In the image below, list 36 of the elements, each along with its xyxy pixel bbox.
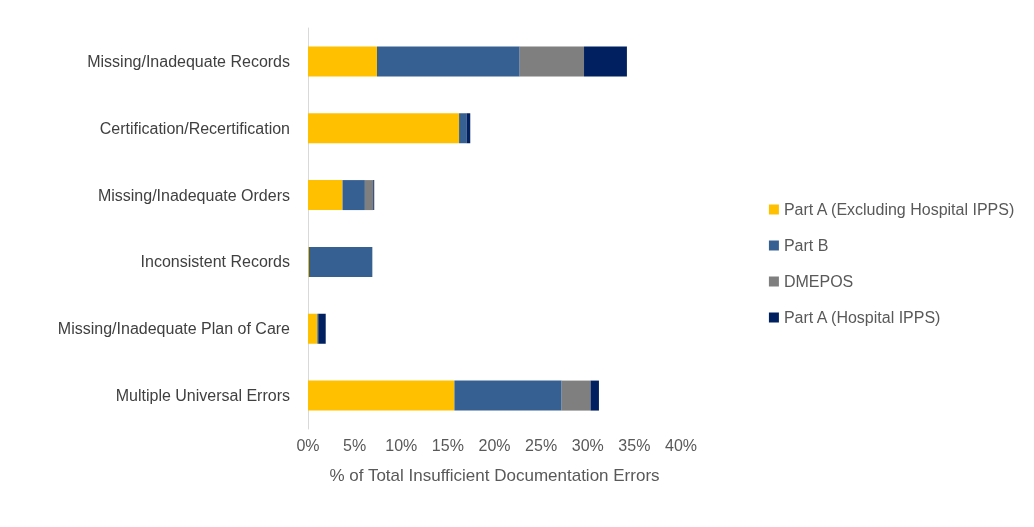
bar [308, 380, 455, 411]
bar [308, 313, 318, 344]
y-tick-label: Missing/Inadequate Plan of Care [57, 320, 291, 338]
bar [308, 180, 343, 211]
bar [519, 46, 585, 77]
x-tick-label: 10% [385, 436, 418, 454]
y-tick-label: Inconsistent Records [140, 253, 290, 271]
bar [308, 113, 460, 144]
bar [342, 180, 365, 211]
legend-label: Part B [783, 237, 829, 254]
y-tick-label: Certification/Recertification [99, 119, 290, 137]
bar [561, 380, 591, 411]
x-tick-label: 5% [343, 436, 367, 454]
x-tick-label: 15% [431, 436, 464, 454]
x-tick-label: 20% [478, 436, 511, 454]
legend-label: Part A (Excluding Hospital IPPS) [783, 201, 1015, 218]
x-tick-label: 30% [571, 436, 604, 454]
bar [308, 246, 373, 277]
bar [364, 180, 374, 211]
bar [584, 46, 627, 77]
legend-label: Part A (Hospital IPPS) [783, 309, 941, 326]
x-tick-label: 35% [618, 436, 651, 454]
x-tick-label: 25% [525, 436, 558, 454]
bar [459, 113, 467, 144]
x-tick-label: 0% [296, 436, 320, 454]
bar [318, 313, 326, 344]
bar [377, 46, 520, 77]
legend-label: DMEPOS [783, 273, 854, 290]
y-tick-label: Missing/Inadequate Records [87, 52, 290, 70]
x-tick-label: 40% [664, 436, 698, 454]
y-tick-label: Multiple Universal Errors [115, 387, 290, 405]
x-axis-title: % of Total Insufficient Documentation Errors [329, 466, 660, 485]
bar [308, 46, 378, 77]
bar [590, 380, 599, 411]
bar [454, 380, 562, 411]
y-tick-label: Missing/Inadequate Orders [97, 186, 290, 204]
